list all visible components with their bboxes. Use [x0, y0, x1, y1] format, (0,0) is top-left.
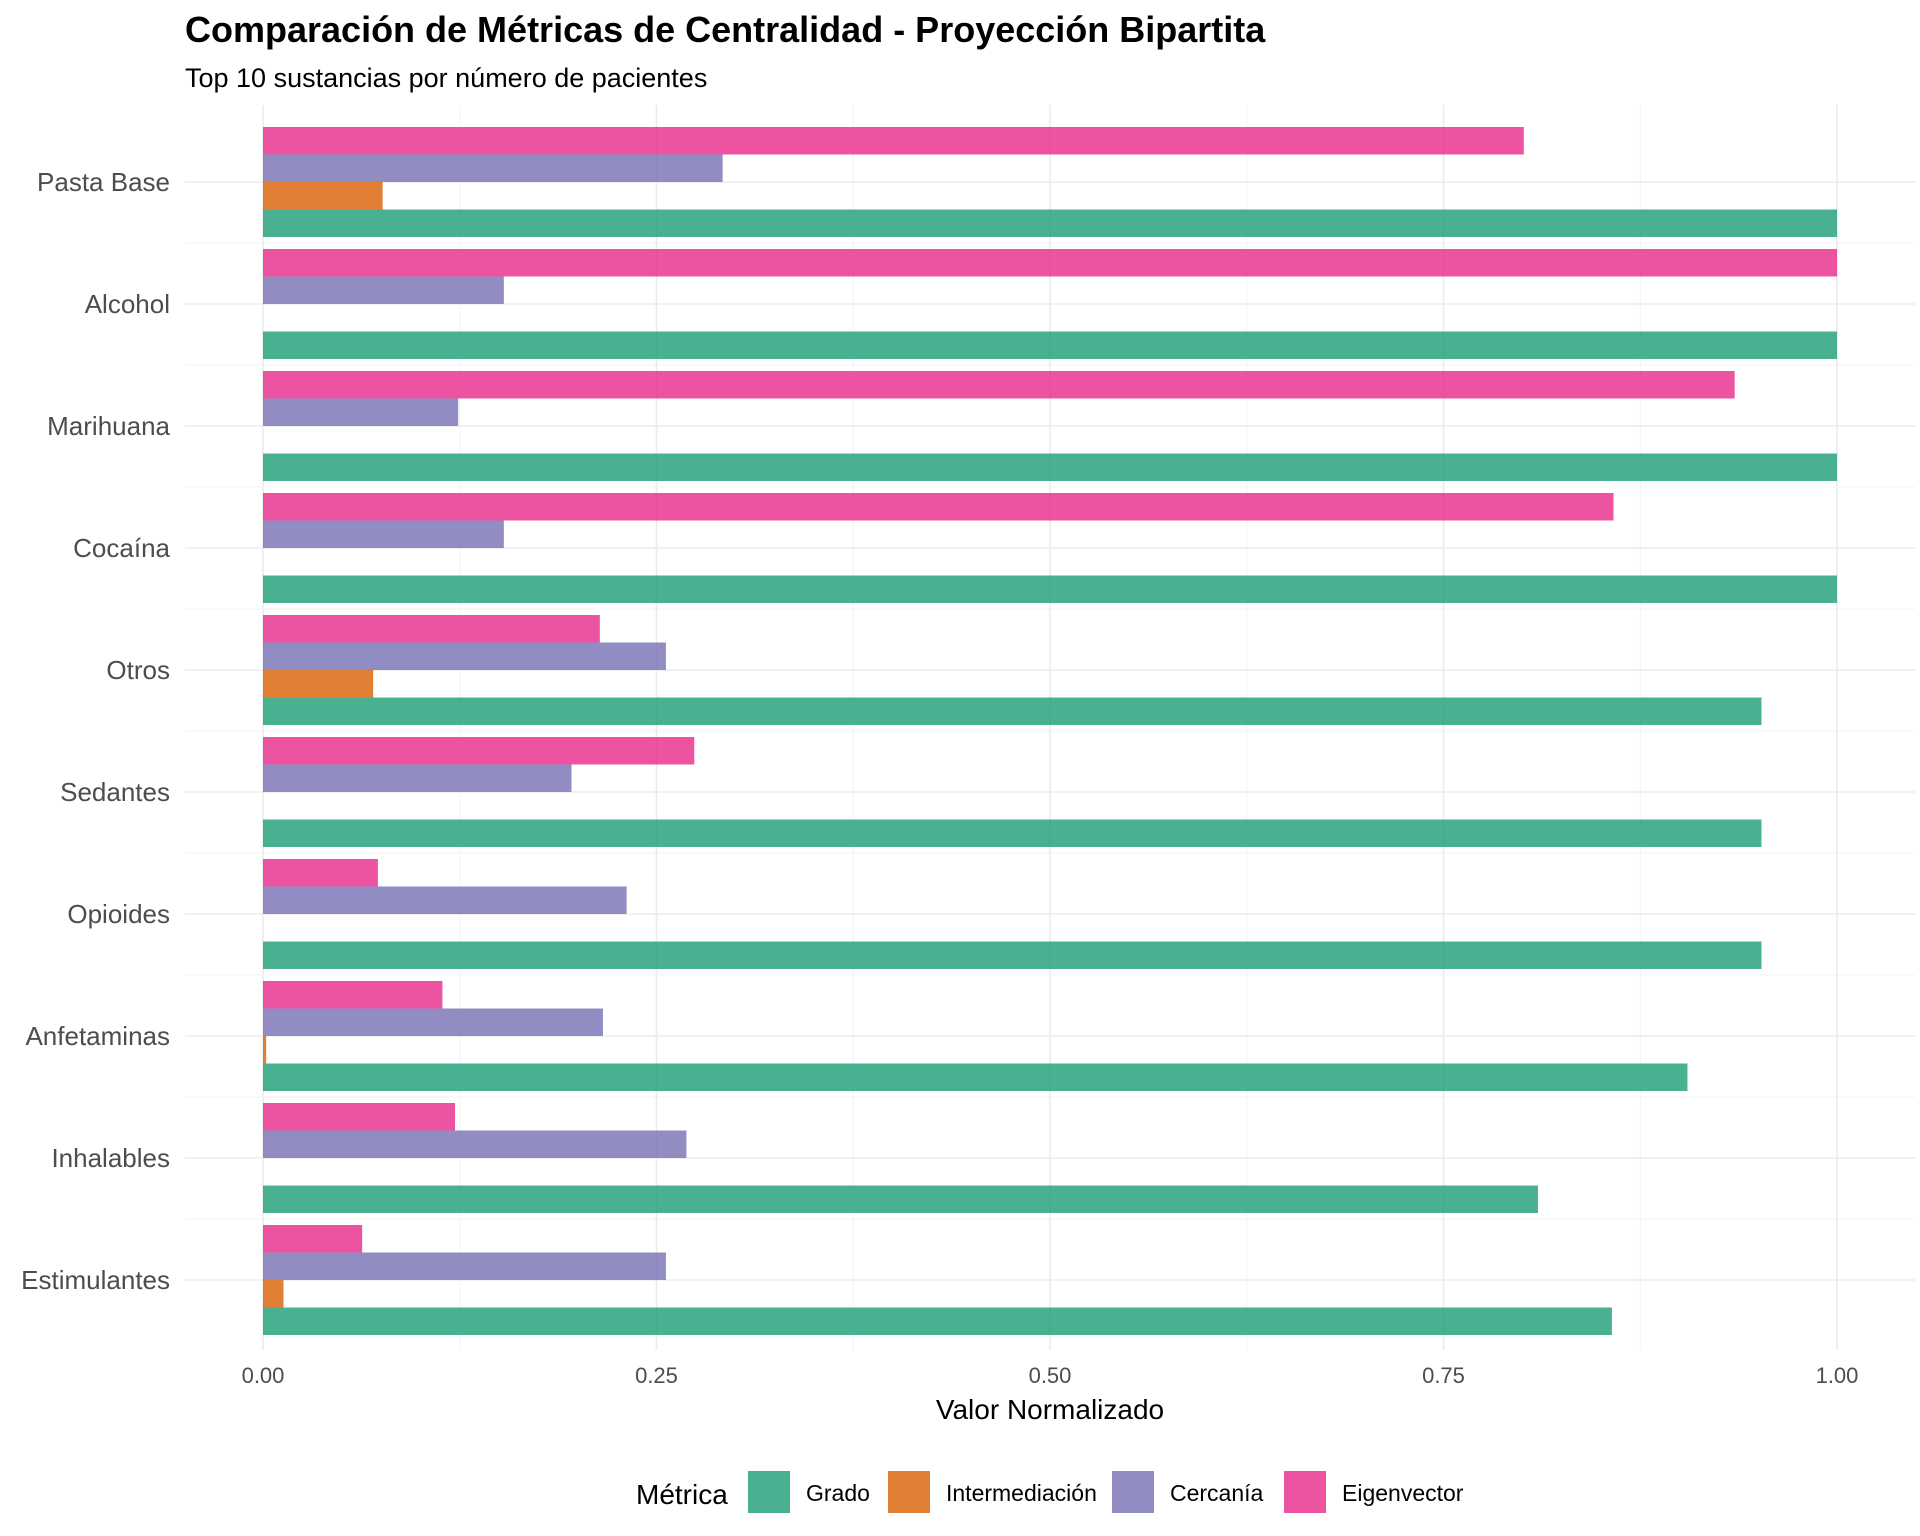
x-axis-tick-labels: 0.00 0.25 0.50 0.75 1.00: [242, 1363, 1859, 1388]
legend-key-grado: [748, 1471, 790, 1513]
y-tick-label: Pasta Base: [37, 167, 170, 197]
x-tick-label: 0.50: [1029, 1363, 1072, 1388]
bars: [263, 127, 1837, 1335]
y-tick-label: Opioides: [67, 899, 170, 929]
bar-eigenvector-anfetaminas: [263, 981, 443, 1009]
legend-label: Eigenvector: [1342, 1480, 1464, 1506]
bar-intermediación-pasta-base: [263, 182, 383, 210]
bar-cercanía-cocaína: [263, 520, 504, 548]
x-tick-label: 0.25: [635, 1363, 678, 1388]
legend-key-eigenvector: [1284, 1471, 1326, 1513]
y-tick-label: Cocaína: [73, 533, 170, 563]
bar-cercanía-sedantes: [263, 764, 572, 792]
y-tick-label: Inhalables: [51, 1143, 170, 1173]
x-axis-title: Valor Normalizado: [936, 1394, 1164, 1425]
bar-grado-cocaína: [263, 575, 1837, 603]
bar-intermediación-otros: [263, 670, 374, 698]
chart-subtitle: Top 10 sustancias por número de paciente…: [185, 63, 707, 93]
bar-cercanía-anfetaminas: [263, 1008, 603, 1036]
bar-grado-alcohol: [263, 331, 1837, 359]
chart-title: Comparación de Métricas de Centralidad -…: [185, 9, 1266, 50]
bar-eigenvector-opioides: [263, 859, 378, 887]
bar-cercanía-pasta-base: [263, 154, 723, 182]
legend-label: Grado: [806, 1480, 870, 1506]
bar-grado-marihuana: [263, 453, 1837, 481]
legend-label: Cercanía: [1170, 1480, 1264, 1506]
bar-eigenvector-marihuana: [263, 371, 1735, 399]
bar-intermediación-anfetaminas: [263, 1036, 267, 1064]
y-tick-label: Anfetaminas: [25, 1021, 170, 1051]
y-tick-label: Marihuana: [47, 411, 170, 441]
bar-cercanía-marihuana: [263, 398, 459, 426]
bar-eigenvector-pasta-base: [263, 127, 1524, 155]
bar-cercanía-inhalables: [263, 1130, 687, 1158]
bar-eigenvector-estimulantes: [263, 1225, 363, 1253]
bar-grado-inhalables: [263, 1185, 1538, 1213]
bar-eigenvector-inhalables: [263, 1103, 456, 1131]
legend: Métrica Grado Intermediación Cercanía Eigen…: [636, 1471, 1464, 1513]
y-tick-label: Estimulantes: [21, 1265, 170, 1295]
bar-eigenvector-otros: [263, 615, 600, 643]
bar-eigenvector-alcohol: [263, 249, 1837, 277]
bar-cercanía-estimulantes: [263, 1252, 666, 1280]
bar-intermediación-estimulantes: [263, 1280, 284, 1308]
bar-grado-anfetaminas: [263, 1063, 1688, 1091]
y-axis-tick-labels: Pasta Base Alcohol Marihuana Cocaína Otros Se…: [21, 167, 170, 1295]
bar-cercanía-opioides: [263, 886, 627, 914]
legend-label: Intermediación: [946, 1480, 1097, 1506]
x-tick-label: 0.75: [1422, 1363, 1465, 1388]
legend-key-intermediación: [888, 1471, 930, 1513]
bar-grado-sedantes: [263, 819, 1762, 847]
bar-grado-opioides: [263, 941, 1762, 969]
bar-grado-estimulantes: [263, 1307, 1612, 1335]
bar-grado-pasta-base: [263, 209, 1837, 237]
bar-cercanía-otros: [263, 642, 666, 670]
y-tick-label: Sedantes: [60, 777, 170, 807]
bar-grado-otros: [263, 697, 1762, 725]
bar-eigenvector-sedantes: [263, 737, 695, 765]
bar-eigenvector-cocaína: [263, 493, 1614, 521]
y-tick-label: Alcohol: [85, 289, 170, 319]
x-tick-label: 1.00: [1816, 1363, 1859, 1388]
bar-cercanía-alcohol: [263, 276, 504, 304]
legend-key-cercanía: [1112, 1471, 1154, 1513]
y-tick-label: Otros: [106, 655, 170, 685]
legend-title: Métrica: [636, 1479, 728, 1510]
x-tick-label: 0.00: [242, 1363, 285, 1388]
